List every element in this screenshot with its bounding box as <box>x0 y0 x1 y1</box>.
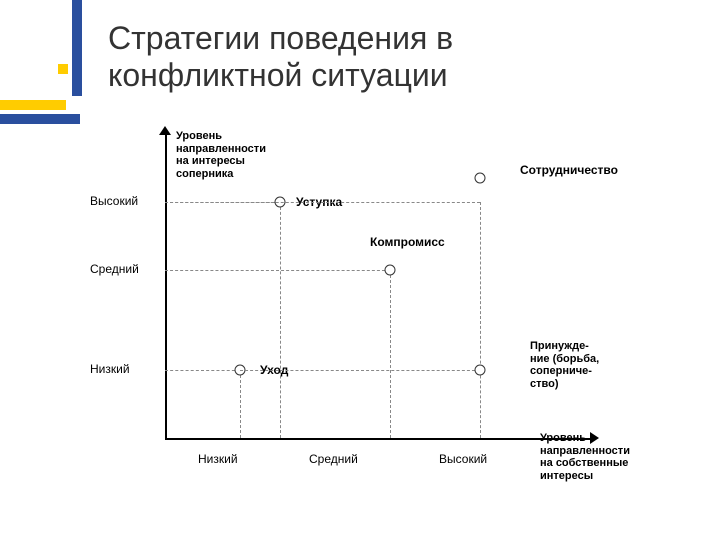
conflict-strategies-diagram: Уровеньнаправленностина интересысоперник… <box>80 120 680 520</box>
y-tick-low: Низкий <box>90 362 130 376</box>
x-tick-high: Высокий <box>439 452 487 466</box>
point-prinuzhd <box>475 365 486 376</box>
y-axis-arrow <box>159 126 171 135</box>
guide-dash <box>280 202 281 438</box>
guide-dash <box>390 270 391 438</box>
point-label-prinuzhd: Принужде-ние (борьба,соперниче-ство) <box>530 340 650 391</box>
guide-dash <box>240 370 480 371</box>
guide-dash <box>240 370 241 438</box>
decor-yellow-h <box>0 100 66 110</box>
point-sotrud <box>475 173 486 184</box>
guide-dash <box>480 202 481 438</box>
y-tick-mid: Средний <box>90 262 139 276</box>
guide-dash <box>165 202 480 203</box>
guide-dash <box>165 370 240 371</box>
decor-blue-v <box>72 0 82 96</box>
x-axis-label: Уровеньнаправленностина собственныеинтер… <box>540 432 690 483</box>
y-tick-high: Высокий <box>90 194 138 208</box>
y-axis <box>165 132 167 438</box>
point-label-sotrud: Сотрудничество <box>520 164 618 178</box>
x-tick-mid: Средний <box>309 452 358 466</box>
x-tick-low: Низкий <box>198 452 238 466</box>
slide: Стратегии поведения в конфликтной ситуац… <box>0 0 720 540</box>
point-komprom <box>385 265 396 276</box>
guide-dash <box>165 270 390 271</box>
x-axis <box>165 438 590 440</box>
decor-blue-h <box>0 114 80 124</box>
slide-title: Стратегии поведения в конфликтной ситуац… <box>108 20 628 94</box>
point-label-komprom: Компромисс <box>370 236 445 250</box>
y-axis-label: Уровеньнаправленностина интересысоперник… <box>176 130 326 181</box>
decor-yellow-v <box>58 64 68 74</box>
